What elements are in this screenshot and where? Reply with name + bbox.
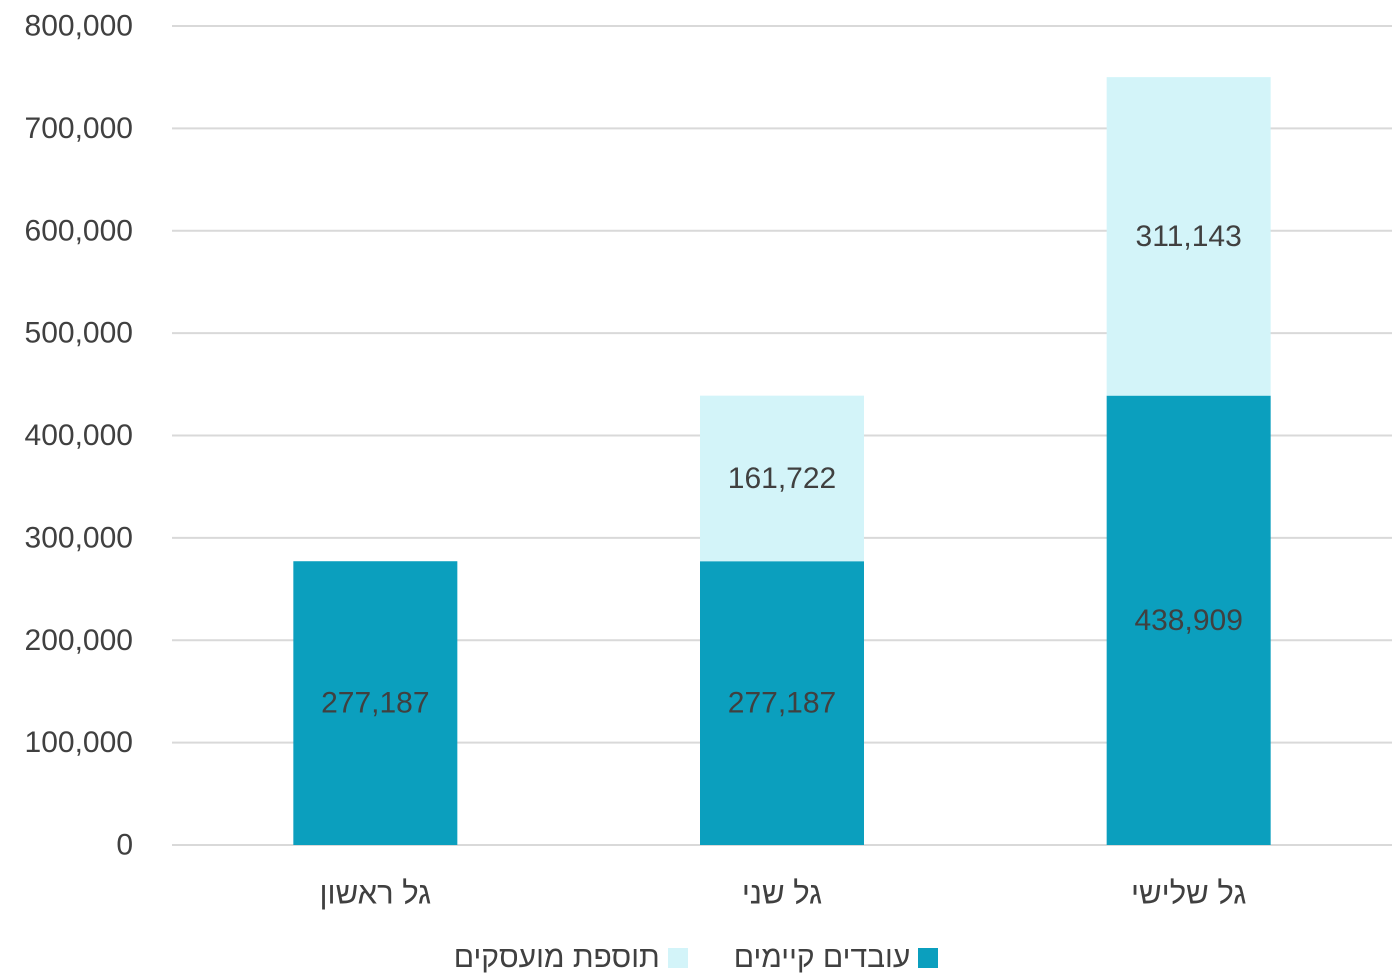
y-tick-label-1: 100,000 (25, 726, 133, 759)
legend: עובדים קיימים תוספת מועסקים (0, 938, 1392, 978)
y-tick-label-0: 0 (116, 829, 133, 862)
x-category-label-1: גל שני (742, 876, 822, 911)
bar-added-2 (1106, 77, 1271, 396)
y-tick-label-2: 200,000 (25, 624, 133, 657)
data-label-existing-1: 277,187 (728, 687, 836, 720)
y-tick-label-5: 500,000 (25, 317, 133, 350)
y-tick-label-8: 800,000 (25, 10, 133, 43)
legend-label-existing-workers: עובדים קיימים (733, 941, 911, 974)
bar-added-1 (700, 395, 864, 562)
x-category-label-0: גל ראשון (319, 876, 431, 911)
y-tick-label-7: 700,000 (25, 112, 133, 145)
y-tick-label-4: 400,000 (25, 419, 133, 452)
bar-existing-0 (293, 561, 458, 845)
legend-swatch-existing-workers (918, 948, 939, 968)
y-tick-label-3: 300,000 (25, 521, 133, 554)
legend-item-added-employees: תוספת מועסקים (454, 938, 688, 978)
data-label-added-2: 311,143 (1136, 220, 1242, 253)
bar-existing-2 (1106, 395, 1271, 845)
x-category-label-2: גל שלישי (1131, 876, 1246, 911)
data-label-added-1: 161,722 (728, 462, 836, 495)
data-label-existing-2: 438,909 (1134, 604, 1242, 637)
bar-existing-1 (700, 561, 864, 845)
y-tick-label-6: 600,000 (25, 214, 133, 247)
legend-swatch-added-employees (667, 948, 688, 968)
legend-label-added-employees: תוספת מועסקים (453, 941, 660, 974)
legend-item-existing-workers: עובדים קיימים (734, 938, 939, 978)
data-label-existing-0: 277,187 (321, 687, 429, 720)
